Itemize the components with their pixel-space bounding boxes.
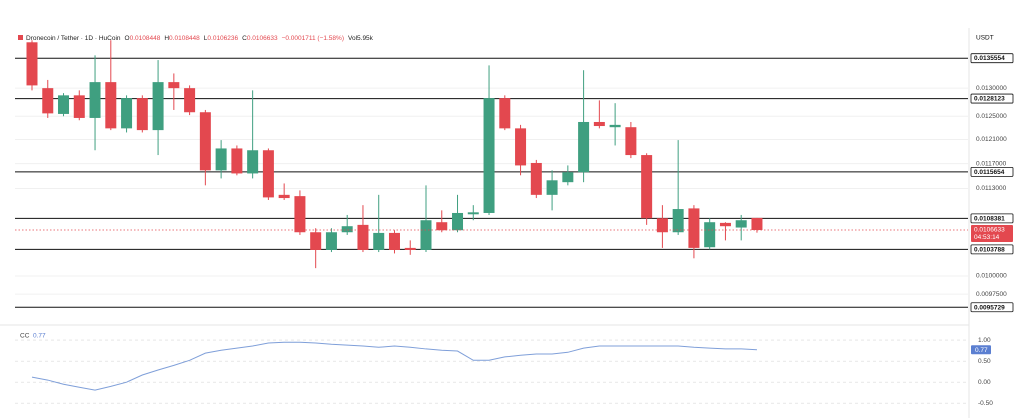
candle-body [184,88,196,113]
candle-body [467,212,479,215]
level-label-box [970,213,1014,224]
candle-body [420,220,432,250]
y-tick-label: 1.00 [978,337,991,344]
candle-body [231,148,243,174]
indicator-legend-value: 0.77 [33,333,46,340]
candle-body [641,155,653,219]
symbol-icon [18,35,23,40]
indicator-line [31,341,757,391]
price-label: 0.0106633 [974,227,1005,234]
candle-body [121,98,133,129]
candle-body [89,82,101,118]
candle-body [751,217,763,231]
ohlc-label: L [204,35,208,42]
candle-body [247,150,259,174]
countdown: 04:53:14 [974,234,1000,241]
candle-body [136,98,148,131]
level-label: 0.0115654 [974,169,1005,176]
candle-body [262,150,274,198]
candle-body [436,222,448,231]
candle-body [452,212,464,231]
candle-body [499,98,511,129]
candle-body [105,82,117,129]
candle-body [656,218,668,233]
y-tick-label: 0.0130000 [976,85,1007,92]
candle-body [199,112,211,171]
candle-body [593,121,605,127]
candle-body [578,121,590,173]
header: Dronecoin / Tether · 1D · HuCoin O0.01084… [26,35,374,42]
candle-body [373,232,385,250]
y-tick-label: 0.0100000 [976,273,1007,280]
candle-body [688,208,700,248]
candle-body [530,162,542,195]
candle-body [357,224,369,250]
candle-body [483,98,495,213]
level-label: 0.0108381 [974,215,1005,222]
y-tick-label: 0.0113000 [976,185,1007,192]
indicator-value-box [971,345,991,355]
ohlc-value: 0.0108448 [130,35,161,42]
ohlc-value: 0.0106236 [207,35,238,42]
candle-body [325,232,337,250]
candle-body [609,124,621,128]
level-label: 0.0095729 [974,304,1005,311]
level-label-box [970,244,1014,255]
level-label-box [970,302,1014,313]
price-label-box [971,225,1013,243]
indicator-value-label: 0.77 [975,347,988,354]
y-tick-label: 0.0117000 [976,160,1007,167]
candle-body [735,220,747,228]
axis-label: USDT [976,35,994,42]
candle-body [672,209,684,233]
indicator-title: CC [20,333,30,340]
candle-body [73,95,85,118]
ohlc-value: 0.0108448 [169,35,200,42]
y-tick-label: 0.00 [978,379,991,386]
level-label-box [970,53,1014,64]
header-symbol: Dronecoin / Tether · 1D · HuCoin [26,35,121,42]
candle-body [515,128,527,166]
y-tick-label: 0.50 [978,358,991,365]
candle-body [26,42,38,86]
candle-body [278,194,290,199]
level-label-box [970,166,1014,177]
level-label: 0.0103788 [974,246,1005,253]
ohlc-label: H [164,35,169,42]
candle-body [562,172,574,183]
ohlc-label: O [125,35,130,42]
change: −0.0001711 (−1.58%) [282,35,344,42]
candle-body [625,127,637,156]
candle-body [294,196,306,233]
y-tick-label: 0.0121000 [976,136,1007,143]
level-label: 0.0128123 [974,96,1005,103]
candle-body [388,232,400,250]
level-label-box [970,93,1014,104]
candle-body [168,82,180,89]
volume: Vol5.95k [348,35,374,42]
candle-body [42,88,54,114]
candle-body [58,95,70,114]
y-tick-label: -0.50 [978,400,993,407]
candle-body [719,222,731,227]
candle-body [215,148,227,171]
candle-body [152,82,164,131]
candle-body [546,180,558,195]
candle-body [341,226,353,233]
candle-body [310,232,322,250]
ohlc-label: C [242,35,247,42]
candle-body [704,222,716,248]
y-tick-label: 0.0125000 [976,113,1007,120]
y-tick-label: 0.0097500 [976,291,1007,298]
level-label: 0.0135554 [974,55,1005,62]
candle-body [404,247,416,250]
ohlc-value: 0.0106633 [247,35,278,42]
